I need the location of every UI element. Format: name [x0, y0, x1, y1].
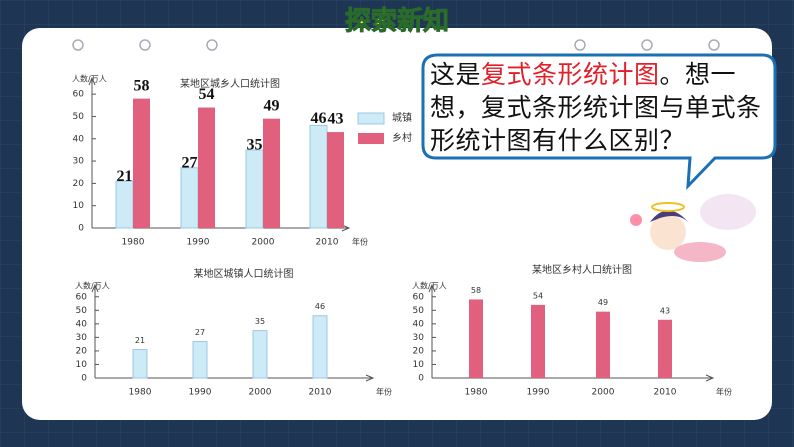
bubble-part: 。想一想，复式条形统计图与单式条形统计图有什么区别？ [430, 60, 762, 155]
legend-swatch [358, 133, 384, 144]
y-tick-label: 0 [418, 374, 424, 384]
bubble-highlight: 复式条形统计图 [481, 60, 660, 89]
bar [658, 319, 672, 378]
y-tick-label: 50 [73, 112, 85, 122]
x-axis-label: 年份 [352, 237, 368, 247]
data-label: 49 [264, 97, 280, 114]
y-tick-label: 40 [76, 319, 88, 329]
y-tick-label: 30 [73, 157, 85, 167]
x-tick-label: 1980 [129, 388, 152, 398]
data-label: 35 [255, 317, 265, 326]
x-tick-label: 1990 [527, 388, 550, 398]
axis-arrow [91, 283, 375, 382]
header: 探索新知 [345, 6, 449, 37]
y-tick-label: 10 [76, 360, 88, 370]
y-tick-label: 10 [413, 360, 425, 370]
data-label: 58 [471, 286, 481, 295]
y-tick-label: 20 [76, 346, 88, 356]
speech-bubble [421, 53, 777, 191]
x-tick-label: 2010 [316, 238, 339, 248]
chart-title: 某地区城镇人口统计图 [194, 267, 294, 280]
x-axis-label: 年份 [716, 387, 732, 397]
y-tick-label: 60 [76, 292, 88, 302]
bar [132, 349, 148, 379]
x-tick-label: 2000 [249, 388, 272, 398]
axis-arrow [88, 76, 351, 232]
axis-arrow [428, 283, 715, 382]
bar [309, 124, 328, 229]
rings [72, 39, 720, 51]
x-tick-label: 1980 [465, 388, 488, 398]
x-tick-label: 1980 [122, 238, 145, 248]
y-tick-label: 50 [413, 306, 425, 316]
y-tick-label: 40 [73, 134, 85, 144]
x-axis-label: 年份 [376, 387, 392, 397]
y-axis-label: 人数/万人 [75, 281, 110, 291]
data-label: 49 [598, 298, 608, 307]
bar [180, 167, 199, 229]
y-tick-label: 20 [73, 179, 85, 189]
bar [245, 149, 264, 229]
bar [327, 132, 344, 228]
chart-title: 某地区乡村人口统计图 [532, 263, 632, 276]
x-tick-label: 1990 [189, 388, 212, 398]
y-tick-label: 50 [76, 306, 88, 316]
angel [630, 194, 756, 262]
x-tick-label: 2010 [309, 388, 332, 398]
y-tick-label: 10 [73, 201, 85, 211]
data-label: 58 [134, 77, 150, 94]
y-tick-label: 0 [78, 224, 84, 234]
bar [198, 107, 215, 228]
data-label: 21 [117, 168, 133, 185]
data-label: 27 [195, 328, 205, 337]
y-tick-label: 20 [413, 346, 425, 356]
y-tick-label: 40 [413, 319, 425, 329]
x-tick-label: 2000 [592, 388, 615, 398]
bar [263, 118, 280, 228]
data-label: 35 [247, 137, 263, 154]
data-label: 43 [660, 306, 670, 315]
y-tick-label: 0 [81, 374, 87, 384]
data-label: 54 [533, 291, 543, 300]
bar [252, 330, 268, 379]
bar [192, 340, 208, 379]
bar [115, 180, 134, 229]
data-label: 21 [135, 336, 145, 345]
chart-title: 某地区城乡人口统计图 [180, 77, 280, 90]
legend-swatch [357, 112, 385, 125]
data-label: 46 [311, 110, 327, 127]
bar [596, 311, 610, 378]
bar [312, 315, 328, 379]
data-label: 54 [199, 86, 215, 103]
data-label: 27 [182, 154, 198, 171]
bar [469, 299, 483, 378]
bubble-part: 这是 [430, 60, 482, 89]
x-tick-label: 1990 [187, 238, 210, 248]
legend-label: 乡村 [392, 131, 412, 144]
legend-label: 城镇 [392, 111, 412, 124]
y-tick-label: 60 [413, 292, 425, 302]
y-axis-label: 人数/万人 [412, 281, 447, 291]
y-tick-label: 30 [76, 333, 88, 343]
bubble-text: 这是复式条形统计图。想一想，复式条形统计图与单式条形统计图有什么区别？ [430, 58, 768, 157]
bar [531, 304, 545, 378]
data-label: 46 [315, 302, 325, 311]
y-axis-label: 人数/万人 [72, 74, 107, 84]
data-label: 43 [328, 111, 344, 128]
bar [133, 98, 150, 228]
x-tick-label: 2000 [252, 238, 275, 248]
y-tick-label: 30 [413, 333, 425, 343]
x-tick-label: 2010 [654, 388, 677, 398]
y-tick-label: 60 [73, 90, 85, 100]
